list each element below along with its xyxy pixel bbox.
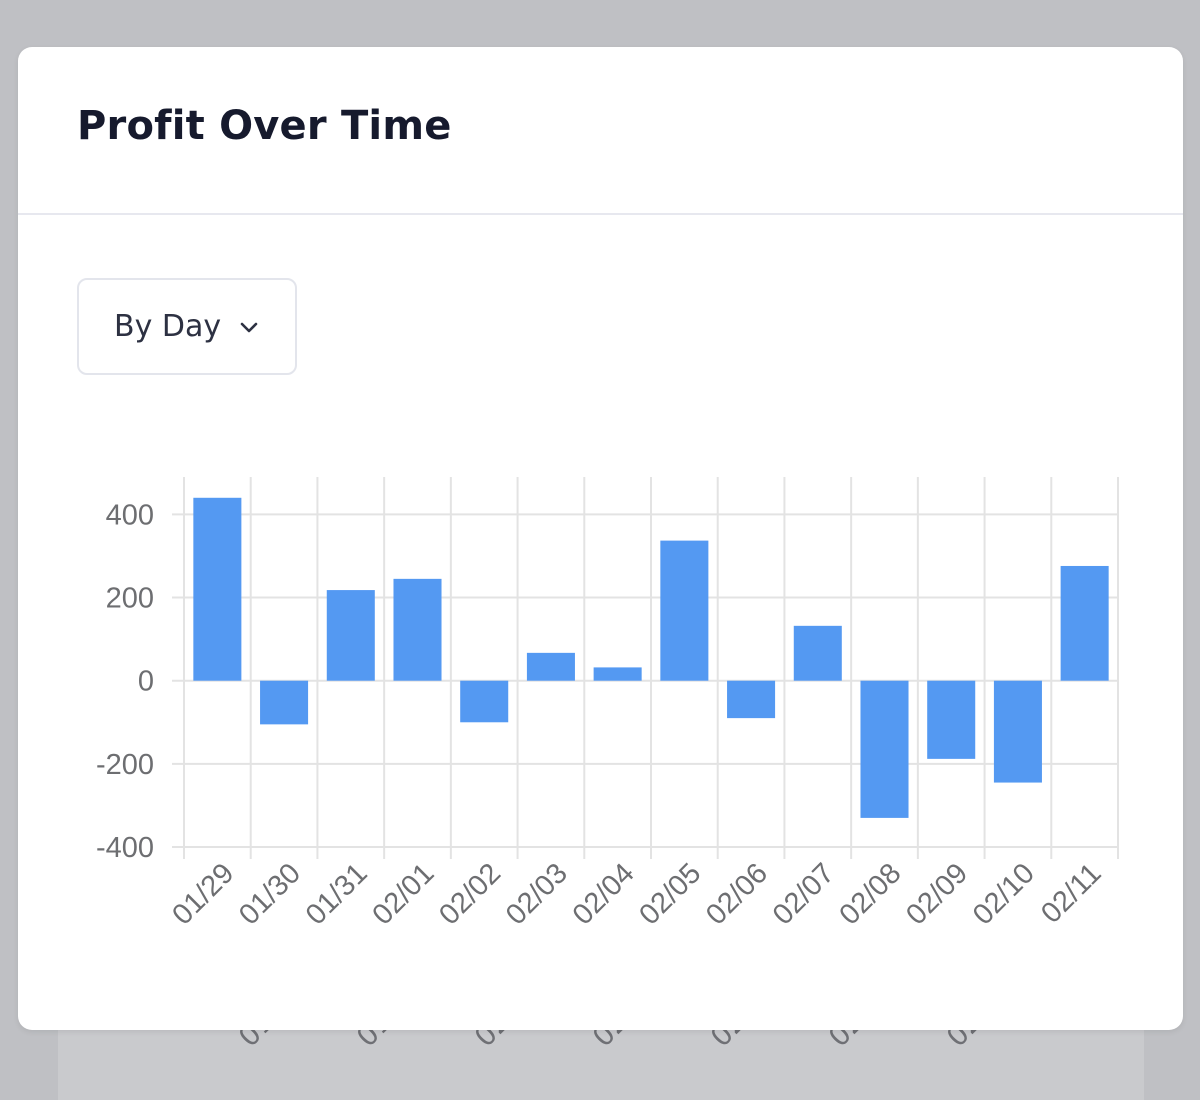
bar-02-10[interactable] xyxy=(993,680,1042,783)
x-tick-label: 02/05 xyxy=(633,857,707,931)
x-tick-label: 01/30 xyxy=(233,857,307,931)
y-tick-label: -400 xyxy=(96,832,154,864)
bar-02-05[interactable] xyxy=(660,540,709,681)
y-tick-label: 200 xyxy=(106,583,154,615)
x-tick-label: 02/04 xyxy=(567,857,641,931)
bar-02-09[interactable] xyxy=(927,680,976,759)
x-tick-label: 02/09 xyxy=(900,857,974,931)
x-tick-label: 01/29 xyxy=(166,857,240,931)
x-tick-label: 02/07 xyxy=(767,857,841,931)
bar-01-31[interactable] xyxy=(326,590,375,681)
x-tick-label: 02/06 xyxy=(700,857,774,931)
x-tick-label: 02/11 xyxy=(1035,857,1107,929)
chevron-down-icon xyxy=(240,322,258,332)
bar-02-08[interactable] xyxy=(860,680,909,818)
profit-bar-chart: 400 200 0 -200 -400 01/2901/3001/3102/0102/02… xyxy=(96,477,1119,931)
y-tick-label: 0 xyxy=(138,666,154,698)
x-tick-label: 02/02 xyxy=(433,857,507,931)
y-tick-label: 400 xyxy=(106,499,154,531)
bar-02-07[interactable] xyxy=(793,625,842,681)
y-tick-label: -200 xyxy=(96,749,154,781)
bar-01-29[interactable] xyxy=(193,497,242,681)
bar-02-04[interactable] xyxy=(593,667,642,681)
x-tick-label: 02/01 xyxy=(367,857,441,931)
x-tick-label: 02/08 xyxy=(834,857,908,931)
bar-02-02[interactable] xyxy=(460,680,509,723)
x-tick-label: 01/31 xyxy=(300,857,374,931)
bar-02-06[interactable] xyxy=(727,680,776,719)
bar-02-03[interactable] xyxy=(526,652,575,681)
profit-chart-card: Profit Over Time By Day 400 200 0 -200 -400 0… xyxy=(18,47,1183,1030)
card-header: Profit Over Time xyxy=(18,47,1183,215)
bar-01-30[interactable] xyxy=(260,680,309,725)
bar-02-11[interactable] xyxy=(1060,565,1109,681)
x-tick-label: 02/03 xyxy=(500,857,574,931)
x-tick-label: 02/10 xyxy=(967,857,1041,931)
bar-02-01[interactable] xyxy=(393,578,442,681)
period-dropdown[interactable]: By Day xyxy=(77,278,297,375)
period-dropdown-label: By Day xyxy=(114,309,222,344)
card-title: Profit Over Time xyxy=(77,103,452,149)
